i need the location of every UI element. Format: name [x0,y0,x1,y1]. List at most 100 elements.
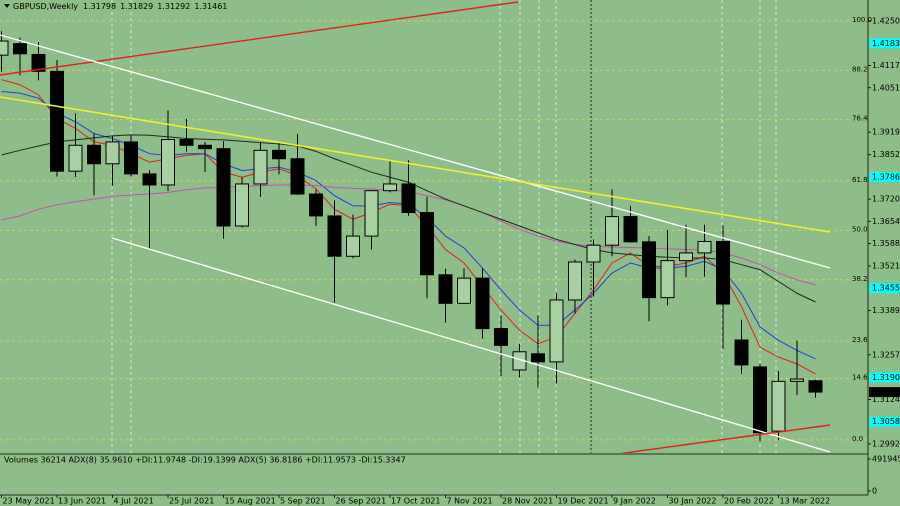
candle-body [50,70,64,172]
candle-body [549,299,564,363]
candle-body [13,43,27,55]
symbol: GBPUSD,Weekly [13,2,78,11]
trend-line [0,34,831,269]
x-tick-label: 9 Jan 2022 [613,497,656,506]
candle-body [568,261,582,301]
candle-body [0,40,9,56]
x-tick-label: 23 May 2021 [3,497,55,506]
candle-body [753,366,767,434]
fib-label: 50.0 [852,225,868,233]
candle-body [494,328,508,346]
level-marker-label: 1.31900 [872,373,900,382]
fib-label: 76.4 [852,115,868,123]
y-tick-label: 1.33890 [872,306,900,315]
x-tick-label: 20 Feb 2022 [724,497,774,506]
y-tick-label: 1.39190 [872,128,900,137]
candle-body [161,139,175,186]
x-tick-label: 4 Jul 2021 [114,497,154,506]
candle-body [216,148,231,227]
trend-line [111,237,831,453]
level-marker-label: 1.34550 [872,284,900,293]
candle-body [235,183,249,227]
y-tick-label: 1.35880 [872,239,900,248]
candle-body [697,240,712,254]
level-marker [869,38,900,49]
candle-body [660,260,675,299]
candle-body [420,212,434,276]
y-tick-label: 1.42500 [872,16,900,25]
candle-body [68,144,83,172]
candle-body [734,339,749,366]
y-tick-label: 1.36540 [872,217,900,226]
candle-body [531,353,545,363]
x-tick-label: 25 Jul 2021 [169,497,214,506]
level-marker [869,372,900,383]
close-value: 1.31461 [194,2,227,11]
x-tick-label: 5 Sep 2021 [280,497,326,506]
level-marker-label: 1.41830 [872,39,900,48]
candle-body [105,141,120,165]
y-tick-label: 1.32570 [872,350,900,359]
level-marker-label: 1.37860 [872,172,900,181]
level-marker-label: 1.30580 [872,417,900,426]
trend-line [0,96,831,233]
candle-body [253,149,268,185]
fib-label: 0.0 [852,435,863,443]
candle-body [31,53,46,72]
x-tick-label: 30 Jan 2022 [669,497,717,506]
x-tick-label: 19 Dec 2021 [558,497,609,506]
candle-body [198,144,212,150]
y-tick-label: 1.29920 [872,439,900,448]
candle-body [124,141,138,175]
panel-tick-label: 0 [872,487,877,496]
x-tick-label: 26 Sep 2021 [336,497,387,506]
candle-body [475,277,490,330]
candle-body [771,380,786,432]
candle-body [364,190,379,237]
candle-body [808,380,823,393]
current-price-box [869,387,900,398]
candle-body [438,274,453,304]
trend-lines [0,1,831,453]
candle-body [790,378,804,382]
y-tick-label: 1.37200 [872,195,900,204]
candle-body [142,173,157,186]
candle-body [679,252,693,262]
candle-body [457,277,471,304]
fib-label: 38.2 [852,275,868,283]
price-plot [0,31,823,442]
y-tick-label: 1.35210 [872,262,900,271]
candle-body [179,139,194,146]
candle-body [401,183,416,214]
low-value: 1.31292 [157,2,190,11]
x-tick-label: 17 Oct 2021 [391,497,440,506]
candle-body [327,215,342,257]
candle-body [623,216,638,243]
menu-icon [4,4,10,8]
fib-label: 100.0 [852,16,872,24]
trend-line [0,1,519,76]
chart-header: GBPUSD,Weekly 1.31798 1.31829 1.31292 1.3146… [13,2,227,11]
candle-body [290,158,305,195]
candle-body [346,235,360,257]
x-tick-label: 28 Nov 2021 [502,497,553,506]
fib-label: 88.2 [852,65,868,73]
x-tick-label: 7 Nov 2021 [447,497,493,506]
indicator-label: Volumes 36214 ADX(8) 35.9610 +DI:11.9748… [4,456,406,465]
y-tick-label: 1.31240 [872,395,900,404]
panel-tick-label: 491945 [872,455,900,464]
x-tick-label: 15 Aug 2021 [225,497,276,506]
x-tick-label: 13 Mar 2022 [780,497,831,506]
fib-label: 14.6 [852,374,868,382]
fib-label: 61.8 [852,176,868,184]
trend-line [619,424,831,453]
level-marker [869,283,900,294]
current-price-label: 1.31461 [872,388,900,397]
fib-label: 23.6 [852,336,868,344]
x-tick-label: 13 Jun 2021 [58,497,106,506]
y-tick-label: 1.38520 [872,150,900,159]
level-marker [869,416,900,427]
level-marker [869,171,900,182]
candle-body [642,241,656,299]
